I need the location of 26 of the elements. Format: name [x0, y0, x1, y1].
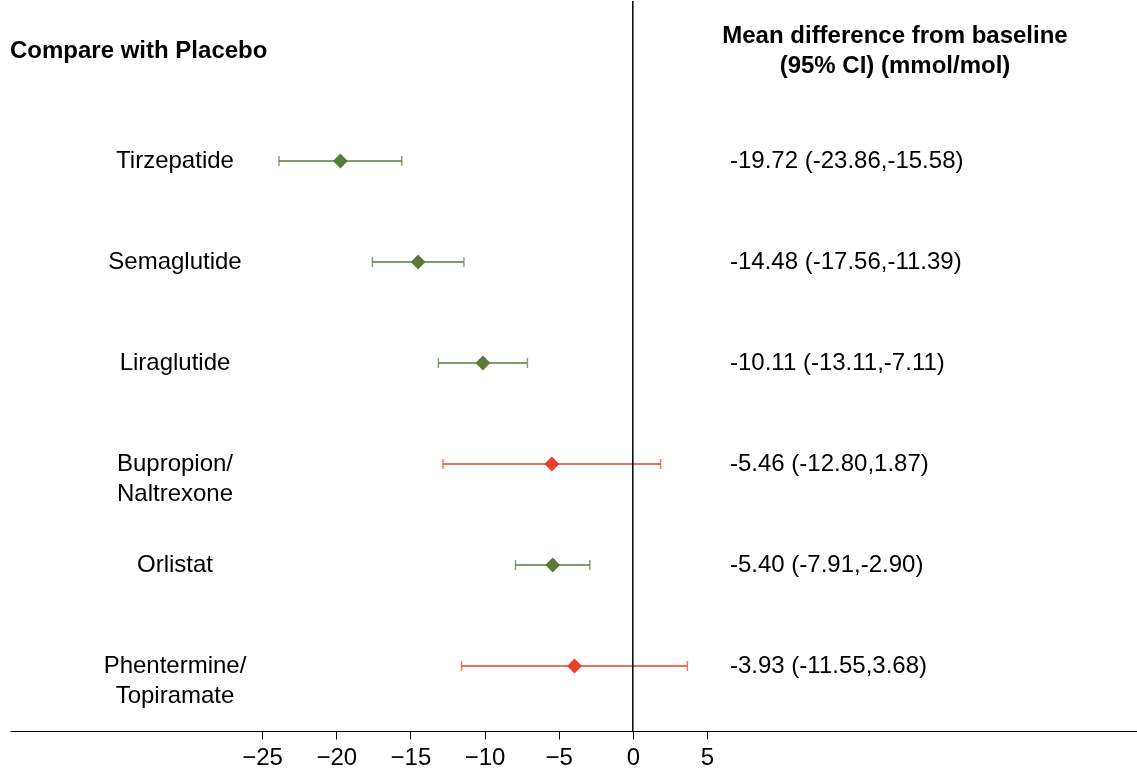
text: Mean difference from baseline (95% CI) (mmol/mol)	[722, 21, 1068, 78]
x-tick-label: −5	[545, 742, 573, 770]
annotation: -5.40 (-7.91,-2.90)	[730, 550, 924, 577]
y-tick-label: Tirzepatide	[116, 146, 234, 173]
point	[410, 254, 426, 270]
x-tick-label: 5	[700, 742, 715, 770]
annotation: -14.48 (-17.56,-11.39)	[730, 247, 962, 274]
x-tick-label: 0	[626, 742, 640, 770]
x-tick-label: −25	[242, 742, 283, 770]
point	[544, 456, 560, 472]
annotation: -10.11 (-13.11,-7.11)	[730, 348, 945, 375]
x-tick-label: −20	[316, 742, 358, 770]
y-tick-label: Bupropion/ Naltrexone	[116, 449, 234, 506]
point	[545, 557, 561, 573]
y-tick-label: Semaglutide	[108, 247, 242, 274]
annotation: -3.93 (-11.55,3.68)	[730, 651, 928, 678]
annotation: -19.72 (-23.86,-15.58)	[730, 146, 964, 173]
x-tick-label: −15	[390, 742, 432, 770]
point	[475, 355, 491, 371]
point	[332, 153, 348, 169]
annotation: -5.46 (-12.80,1.87)	[730, 449, 929, 476]
x-tick-label: −10	[464, 742, 506, 770]
y-tick-label: Phentermine/ Topiramate	[103, 651, 247, 708]
chart-title: Compare with Placebo	[10, 36, 268, 63]
y-tick-label: Orlistat	[136, 550, 214, 577]
y-tick-label: Liraglutide	[119, 348, 231, 375]
